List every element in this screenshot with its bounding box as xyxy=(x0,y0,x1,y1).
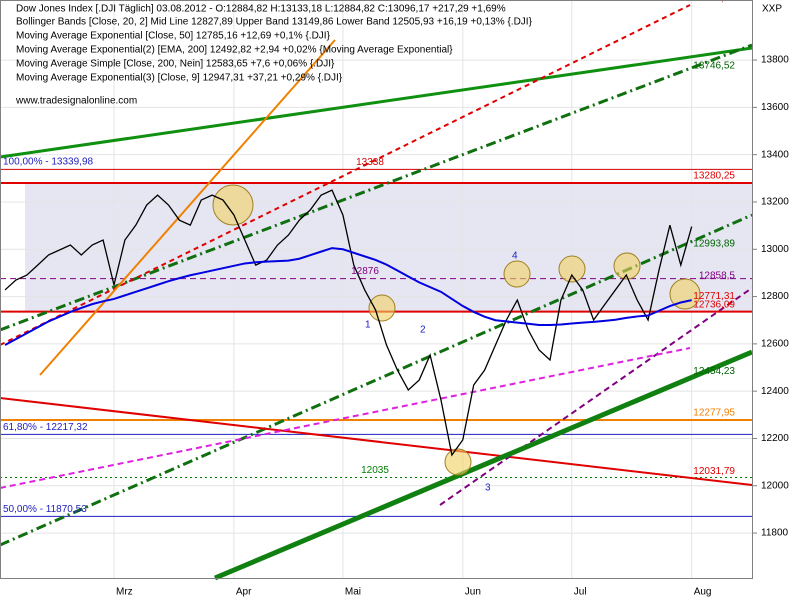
y-tick-label: 12000 xyxy=(761,480,789,491)
pattern-label: 3 xyxy=(485,483,491,494)
level-label: 13338 xyxy=(356,157,384,168)
trend-line xyxy=(0,397,753,486)
series-line xyxy=(4,189,693,457)
legend-entry: Bollinger Bands [Close, 20, 2] Mid Line … xyxy=(16,17,533,28)
legend-entry: Moving Average Exponential(2) [EMA, 200]… xyxy=(16,45,453,56)
trend-line xyxy=(439,287,753,506)
series xyxy=(4,189,693,457)
y-tick-label: 12400 xyxy=(761,386,789,397)
source: www.tradesignalonline.com xyxy=(15,96,137,107)
legend-entry: Moving Average Exponential [Close, 50] 1… xyxy=(16,31,331,42)
level-label: 13746,52 xyxy=(693,60,735,71)
x-tick-label: Apr xyxy=(236,587,252,598)
level-label: 12736,09 xyxy=(693,299,735,310)
level-label: 12031,79 xyxy=(693,466,735,477)
highlight xyxy=(503,260,531,288)
legend: Dow Jones Index [.DJI Täglich] 03.08.201… xyxy=(15,4,782,107)
corner-label: XXP xyxy=(762,4,782,15)
y-tick-label: 13400 xyxy=(761,149,789,160)
highlight xyxy=(558,255,586,283)
trend-line xyxy=(39,39,336,376)
legend-entry: Moving Average Exponential(3) [Close, 9]… xyxy=(16,73,343,84)
y-tick-label: 13800 xyxy=(761,55,789,66)
trend-lines xyxy=(0,4,753,581)
x-tick-label: Mai xyxy=(345,587,361,598)
level-label: 50,00% - 11870,53 xyxy=(3,504,87,515)
y-tick-label: 13600 xyxy=(761,102,789,113)
level-label: 12771,31 xyxy=(693,291,735,302)
level-label: 12876 xyxy=(351,266,379,277)
y-tick-label: 12200 xyxy=(761,433,789,444)
y-tick-label: 13000 xyxy=(761,244,789,255)
level-label: 61,80% - 12217,32 xyxy=(3,422,88,433)
labels: 11800 12000 12200 12400 12600 12800 13000 13200… xyxy=(3,0,789,598)
chart-title: Dow Jones Index [.DJI Täglich] 03.08.201… xyxy=(16,4,506,15)
level-label: 12993,89 xyxy=(693,238,735,249)
level-label: 12858,5 xyxy=(699,270,736,281)
plot-frame xyxy=(0,0,753,579)
highlight xyxy=(669,278,701,310)
y-tick-label: 12800 xyxy=(761,291,789,302)
trend-line xyxy=(0,43,753,332)
x-tick-label: Aug xyxy=(694,587,712,598)
level-label: 14031,52 xyxy=(693,0,735,4)
y-tick-label: 12600 xyxy=(761,339,789,350)
highlight xyxy=(613,252,641,280)
level-label: 12454,23 xyxy=(693,366,735,377)
level-label: 12035 xyxy=(361,465,389,476)
level-label: 12277,95 xyxy=(693,408,735,419)
highlight xyxy=(368,294,396,322)
highlight xyxy=(444,448,472,476)
x-tick-label: Mrz xyxy=(116,587,133,598)
x-tick-label: Jul xyxy=(574,587,587,598)
legend-entry: Moving Average Simple [Close, 200, Nein]… xyxy=(16,59,335,70)
level-label: 13280,25 xyxy=(693,171,735,182)
x-tick-label: Jun xyxy=(465,587,481,598)
trend-line xyxy=(214,349,753,581)
pattern-label: 4 xyxy=(512,251,518,262)
level-label: 100,00% - 13339,98 xyxy=(3,157,94,168)
pattern-label: 2 xyxy=(420,325,426,336)
fib-zone xyxy=(25,183,752,311)
highlight xyxy=(212,184,254,226)
trend-line xyxy=(0,46,753,159)
grid xyxy=(0,0,757,578)
pattern-label: 1 xyxy=(365,320,371,331)
series-line xyxy=(4,247,692,346)
trend-line xyxy=(0,347,691,489)
y-tick-label: 13200 xyxy=(761,197,789,208)
y-tick-label: 11800 xyxy=(761,528,789,539)
